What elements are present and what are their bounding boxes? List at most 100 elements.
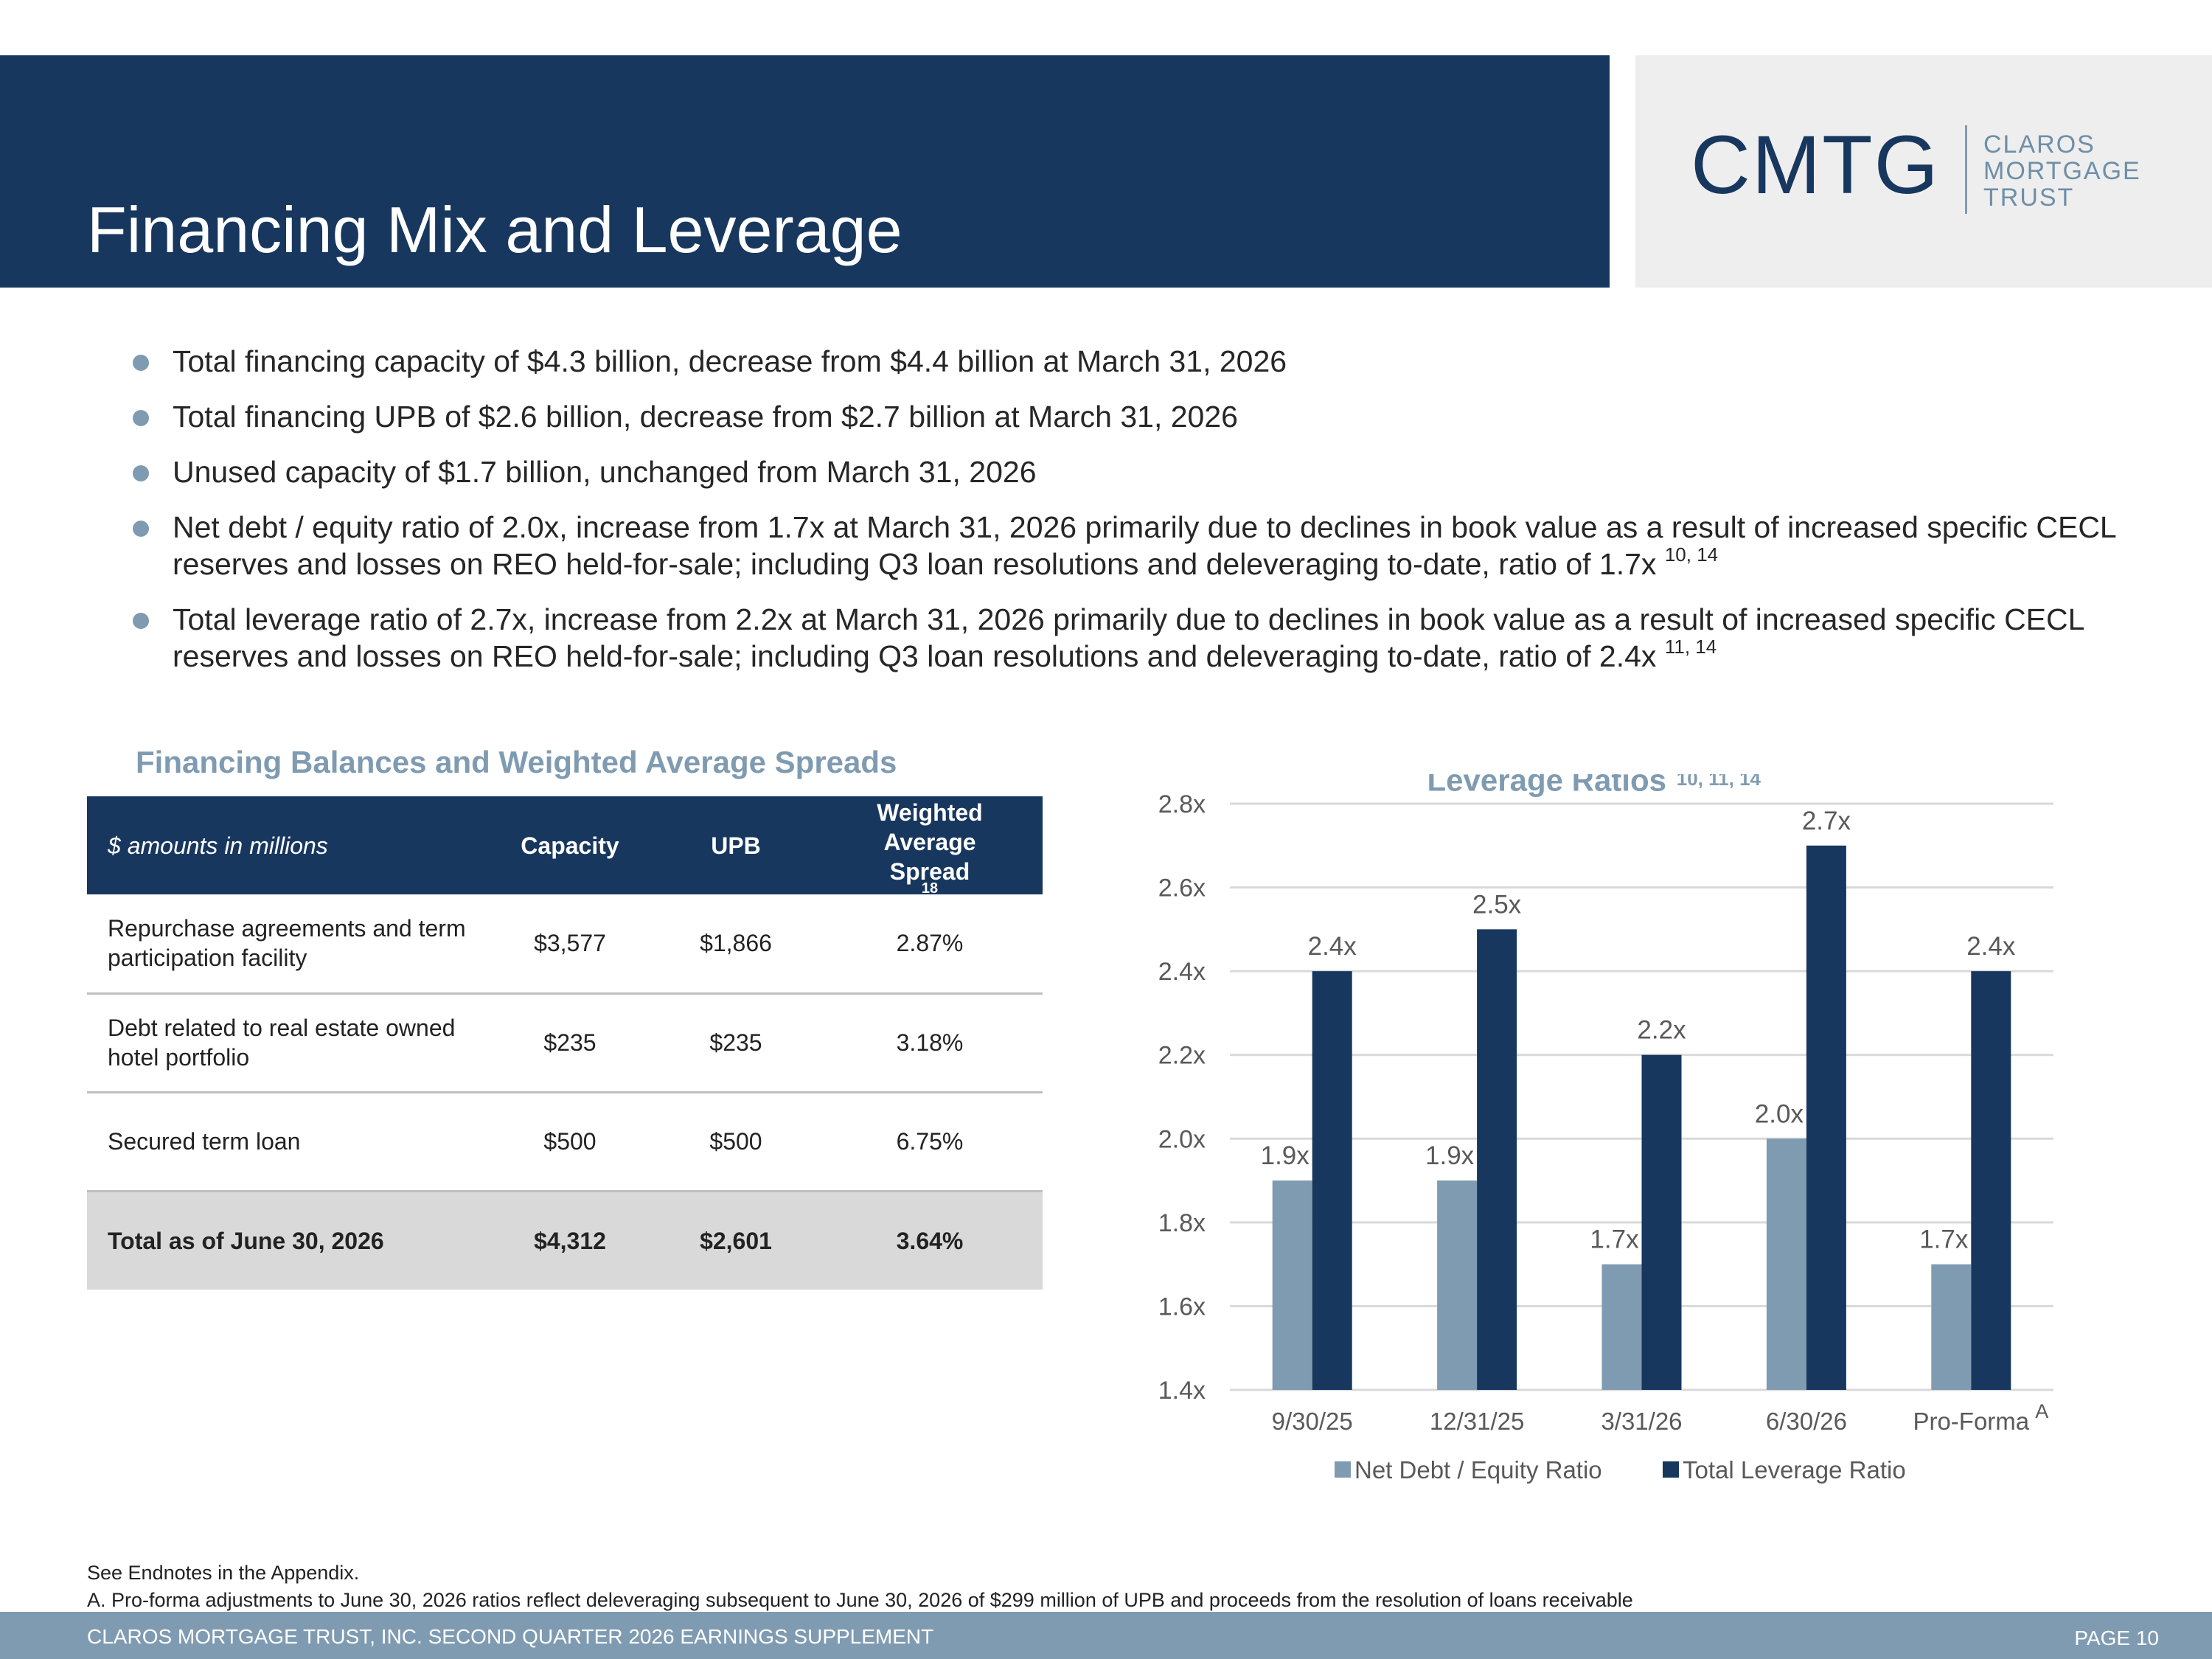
bullet-text: Total leverage ratio of 2.7x, increase f… [173, 602, 2084, 673]
bullet-item: Total financing UPB of $2.6 billion, dec… [133, 398, 2153, 435]
y-tick-label: 2.4x [1158, 958, 1206, 986]
data-label: 2.4x [1308, 932, 1357, 961]
cell-spread: 6.75% [817, 1092, 1043, 1192]
page-title: Financing Mix and Leverage [87, 193, 902, 266]
bar-total-leverage [1641, 1054, 1682, 1390]
footer-title: CLAROS MORTGAGE TRUST, INC. SECOND QUART… [87, 1625, 934, 1648]
table-header-row: $ amounts in millions Capacity UPB Weigh… [87, 796, 1043, 897]
logo-line: TRUST [1983, 184, 2075, 212]
x-tick-endnote: A [2035, 1400, 2048, 1422]
x-tick-label: Pro-Forma [1913, 1408, 2029, 1435]
financing-table: $ amounts in millions Capacity UPB Weigh… [87, 796, 1043, 1290]
data-label: 2.2x [1637, 1016, 1686, 1045]
bullet-dot-icon [133, 613, 149, 629]
total-upb: $2,601 [655, 1191, 817, 1290]
table-row: Secured term loan $500 $500 6.75% [87, 1092, 1043, 1192]
table-section-title: Financing Balances and Weighted Average … [136, 745, 897, 779]
bar-net-debt-equity [1931, 1264, 1972, 1390]
legend-label: Net Debt / Equity Ratio [1354, 1456, 1602, 1484]
cell-capacity: $500 [485, 1092, 655, 1192]
company-logo: CMTG [1691, 119, 1940, 211]
cell-spread: 3.18% [817, 993, 1043, 1093]
col-header-spread: Weighted Average Spread 18 [817, 796, 1043, 897]
table-total-row: Total as of June 30, 2026 $4,312 $2,601 … [87, 1191, 1043, 1290]
x-tick-label: 12/31/25 [1430, 1408, 1524, 1435]
table-row: Debt related to real estate owned hotel … [87, 993, 1043, 1093]
data-label: 1.7x [1919, 1225, 1969, 1254]
bullet-item: Total leverage ratio of 2.7x, increase f… [133, 601, 2153, 675]
bullet-text: Total financing capacity of $4.3 billion… [173, 344, 1287, 378]
footer-bar [0, 1612, 2212, 1659]
data-label: 2.7x [1802, 807, 1851, 835]
total-spread: 3.64% [817, 1191, 1043, 1290]
bar-net-debt-equity [1601, 1264, 1642, 1390]
bar-total-leverage [1971, 971, 2011, 1390]
logo-line: CLAROS [1983, 131, 2096, 159]
legend-label: Total Leverage Ratio [1683, 1456, 1906, 1484]
col-header-upb: UPB [655, 796, 817, 894]
cell-upb: $500 [655, 1092, 817, 1192]
bullet-endnote-ref: 11, 14 [1664, 636, 1717, 658]
bullet-dot-icon [133, 465, 149, 481]
y-tick-label: 1.6x [1158, 1293, 1206, 1321]
header-bar [0, 55, 1610, 288]
bullet-dot-icon [133, 355, 149, 371]
leverage-ratios-chart: Leverage Ratios 10, 11, 14 1.4x 1.6x 1.8x 2.0… [1158, 774, 2053, 1484]
y-tick-label: 2.2x [1158, 1042, 1206, 1070]
total-capacity: $4,312 [485, 1191, 655, 1290]
summary-bullets: Total financing capacity of $4.3 billion… [133, 343, 2153, 693]
data-label: 2.4x [1966, 932, 2016, 961]
x-tick-label: 3/31/26 [1601, 1408, 1682, 1435]
bar-total-leverage [1806, 845, 1846, 1390]
row-label: Secured term loan [87, 1092, 485, 1192]
bullet-item: Unused capacity of $1.7 billion, unchang… [133, 453, 2153, 490]
cell-spread: 2.87% [817, 894, 1043, 995]
y-tick-label: 1.4x [1158, 1377, 1206, 1405]
cell-capacity: $235 [485, 993, 655, 1093]
data-label: 2.5x [1472, 890, 1522, 919]
row-label: Debt related to real estate owned hotel … [87, 993, 485, 1093]
chart-title: Leverage Ratios [1427, 774, 1666, 797]
col-header-capacity: Capacity [485, 796, 655, 894]
col-header-spread-endnote: 18 [921, 880, 939, 897]
cell-capacity: $3,577 [485, 894, 655, 995]
col-header-label: $ amounts in millions [87, 796, 485, 894]
bar-total-leverage [1477, 929, 1517, 1390]
logo-line: MORTGAGE [1983, 157, 2141, 185]
x-tick-label: 6/30/26 [1766, 1408, 1847, 1435]
x-tick-label: 9/30/25 [1272, 1408, 1353, 1435]
company-logo-name: CLAROS MORTGAGE TRUST [1983, 131, 2141, 211]
logo-divider [1965, 125, 1967, 214]
table-row: Repurchase agreements and term participa… [87, 894, 1043, 995]
footnote-line: A. Pro-forma adjustments to June 30, 202… [87, 1589, 1633, 1611]
col-header-spread-label: Weighted Average Spread [877, 799, 983, 885]
y-tick-label: 2.0x [1158, 1125, 1206, 1153]
data-label: 1.7x [1590, 1225, 1639, 1254]
chart-title-endnote: 10, 11, 14 [1677, 774, 1761, 790]
bar-total-leverage [1312, 971, 1352, 1390]
bullet-text: Net debt / equity ratio of 2.0x, increas… [173, 510, 2116, 581]
bar-net-debt-equity [1437, 1180, 1478, 1390]
data-label: 1.9x [1425, 1141, 1475, 1170]
total-label: Total as of June 30, 2026 [87, 1191, 485, 1290]
row-label: Repurchase agreements and term participa… [87, 894, 485, 995]
bullet-item: Total financing capacity of $4.3 billion… [133, 343, 2153, 380]
footnotes: See Endnotes in the Appendix. A. Pro-for… [87, 1559, 1633, 1614]
y-tick-label: 2.6x [1158, 874, 1206, 902]
bar-net-debt-equity [1272, 1180, 1312, 1390]
bullet-endnote-ref: 10, 14 [1664, 543, 1719, 566]
footnote-line: See Endnotes in the Appendix. [87, 1562, 360, 1584]
data-label: 1.9x [1261, 1141, 1310, 1170]
cell-upb: $1,866 [655, 894, 817, 995]
legend-swatch-icon [1335, 1461, 1351, 1478]
data-label: 2.0x [1755, 1099, 1804, 1128]
bullet-text: Unused capacity of $1.7 billion, unchang… [173, 455, 1037, 489]
page-number: PAGE 10 [2074, 1627, 2159, 1649]
legend-swatch-icon [1663, 1461, 1679, 1478]
y-tick-label: 2.8x [1158, 790, 1206, 818]
logo-panel [1635, 55, 2212, 288]
cell-upb: $235 [655, 993, 817, 1093]
bullet-text: Total financing UPB of $2.6 billion, dec… [173, 400, 1238, 434]
bullet-dot-icon [133, 521, 149, 537]
bar-net-debt-equity [1766, 1138, 1806, 1390]
